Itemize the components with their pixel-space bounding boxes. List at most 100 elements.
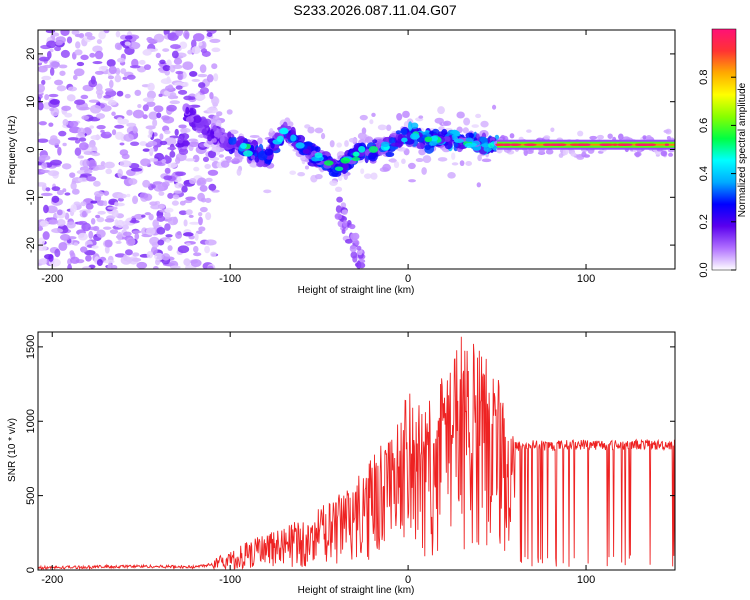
spectrogram-cell bbox=[64, 112, 73, 118]
dominant-band-peak bbox=[578, 143, 588, 146]
spectrogram-cell bbox=[86, 176, 97, 182]
spectrogram-cell bbox=[386, 124, 392, 131]
spectrogram-cell bbox=[164, 211, 171, 220]
spectrogram-cell bbox=[159, 59, 166, 65]
spectrogram-cell bbox=[56, 189, 64, 196]
spectrogram-cell bbox=[124, 41, 131, 46]
spectrogram-cell bbox=[89, 125, 95, 129]
spectrogram-cell bbox=[56, 209, 63, 216]
spectrogram-cell bbox=[126, 122, 137, 127]
spectrogram-cell bbox=[377, 124, 387, 131]
colorbar: 0.0 0.2 0.4 0.6 0.8 Normalized spectral ampl… bbox=[698, 28, 748, 278]
spectrogram-cell bbox=[167, 192, 174, 199]
spectrogram-cell bbox=[437, 157, 448, 162]
spectrogram-cell bbox=[109, 229, 119, 235]
spectrogram-cell bbox=[73, 68, 85, 77]
spectrogram-cell bbox=[139, 59, 146, 65]
colorbar-tick-label: 0.2 bbox=[698, 214, 710, 229]
dominant-band-peak bbox=[552, 143, 562, 146]
spectrogram-cell bbox=[314, 146, 321, 153]
spectrogram-cell bbox=[148, 111, 159, 120]
spectrogram-cell bbox=[95, 214, 101, 219]
spectrogram-cell bbox=[385, 151, 395, 157]
spectrogram-cell bbox=[159, 133, 164, 140]
spectrogram-cell bbox=[154, 252, 164, 261]
snr-y-tick-label: 500 bbox=[25, 486, 37, 504]
spectrogram-cell bbox=[437, 106, 445, 115]
spectrogram-cell bbox=[192, 115, 202, 123]
spectrogram-cell bbox=[93, 190, 104, 197]
spectrogram-cell bbox=[38, 244, 48, 252]
spectrogram-cell bbox=[61, 163, 72, 170]
spectrogram-cell bbox=[205, 177, 213, 182]
spectrogram-cell bbox=[183, 219, 188, 227]
spectrogram-cell bbox=[72, 74, 78, 80]
colorbar-label: Normalized spectral amplitude bbox=[737, 82, 748, 217]
spectrogram-cell bbox=[147, 82, 155, 91]
spectrogram-cell bbox=[105, 131, 111, 135]
spectrogram-cell bbox=[178, 210, 188, 216]
spectrogram-cell bbox=[174, 128, 179, 136]
spectrogram-cell bbox=[117, 57, 126, 63]
spectrogram-cell bbox=[49, 60, 60, 69]
spectrogram-cell bbox=[167, 32, 179, 41]
spectrogram-cell bbox=[191, 39, 197, 48]
spectrogram-cell bbox=[126, 193, 131, 198]
spectrogram-cell bbox=[133, 213, 144, 220]
dominant-band-peak bbox=[599, 143, 608, 146]
spectrogram-cell bbox=[211, 146, 221, 153]
spectrogram-cell bbox=[543, 135, 551, 140]
spectrogram-cell bbox=[422, 155, 432, 164]
spectrogram-cell bbox=[142, 97, 155, 103]
spectrogram-cell bbox=[96, 258, 103, 266]
spectrogram-cell bbox=[227, 131, 232, 139]
spectrogram-cell bbox=[71, 188, 80, 195]
spectrogram-cell bbox=[88, 159, 97, 169]
spectrogram-cell bbox=[38, 226, 44, 232]
snr-x-tick-label: -200 bbox=[41, 574, 63, 586]
spectrogram-cell bbox=[164, 207, 174, 213]
spectrogram-cell bbox=[38, 182, 47, 187]
spectrogram-cell bbox=[91, 152, 101, 157]
spectrogram-cell bbox=[42, 64, 53, 69]
spectrogram-cell bbox=[76, 61, 85, 67]
spectrogram-cell bbox=[183, 95, 193, 101]
spectrogram-cell bbox=[188, 214, 194, 218]
spectrogram-cell bbox=[43, 204, 49, 214]
spectrogram-cell bbox=[67, 137, 79, 141]
spectrogram-cell bbox=[194, 232, 199, 241]
spectrogram-cell bbox=[206, 74, 214, 83]
spectrogram-cell bbox=[409, 133, 420, 140]
spectrogram-cell bbox=[389, 158, 397, 163]
spectrogram-cell bbox=[408, 121, 413, 132]
spectrogram-cell bbox=[369, 119, 374, 125]
snr-y-tick-label: 1500 bbox=[25, 335, 37, 359]
spectrogram-cell bbox=[525, 149, 534, 154]
spectrogram-cell bbox=[85, 203, 94, 210]
spectrogram-cell bbox=[166, 104, 177, 112]
colorbar-tick-label: 0.4 bbox=[698, 166, 710, 181]
spectrogram-cell bbox=[481, 143, 490, 148]
spectrogram-cell bbox=[114, 201, 119, 207]
spectrogram-cell bbox=[183, 199, 193, 204]
spectrogram-cell bbox=[416, 142, 425, 150]
spectrogram-cell bbox=[114, 74, 122, 83]
spectrogram-cell bbox=[132, 195, 139, 205]
spectrogram-cell bbox=[46, 51, 52, 59]
spectrogram-cell bbox=[388, 137, 396, 144]
spectrogram-cell bbox=[213, 73, 219, 82]
spectrogram-cell bbox=[666, 136, 671, 141]
snr-panel: -200 -100 0 100 0 500 1000 1500 Height of stra… bbox=[7, 331, 676, 596]
spectrogram-cell bbox=[161, 181, 170, 188]
spectrogram-cell bbox=[218, 127, 226, 135]
spectrogram-cell bbox=[90, 135, 102, 141]
spectrogram-cell bbox=[114, 42, 122, 50]
spectrogram-cell bbox=[124, 35, 133, 40]
spectrogram-cell bbox=[197, 177, 207, 186]
colorbar-tick-label: 0.6 bbox=[698, 118, 710, 133]
spectrogram-cell bbox=[132, 109, 145, 119]
spectrogram-cell bbox=[147, 39, 157, 43]
spectrogram-cell bbox=[38, 258, 48, 265]
spectrogram-y-tick-label: -20 bbox=[25, 237, 37, 253]
spectrogram-cell bbox=[204, 239, 217, 246]
